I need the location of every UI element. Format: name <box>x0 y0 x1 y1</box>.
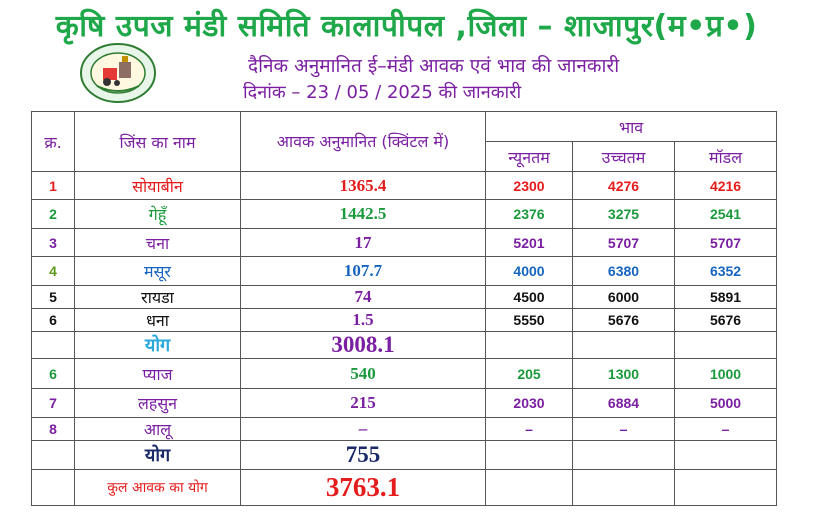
cell-max: 3275 <box>572 199 675 229</box>
cell-modal: 1000 <box>673 358 778 389</box>
cell-modal: 4216 <box>673 171 778 200</box>
cell-max: 6884 <box>572 388 675 418</box>
subtotal-row: योग 3008.1 <box>31 331 778 359</box>
cell-commodity: प्याज <box>74 358 241 389</box>
cell-sno: 2 <box>31 199 75 229</box>
subtotal-label: योग <box>74 331 241 359</box>
header-sno: क्र. <box>31 111 75 172</box>
cell-commodity: आलू <box>74 417 241 441</box>
cell-modal: 5891 <box>673 285 778 309</box>
cell-commodity: सोयाबीन <box>74 171 241 200</box>
cell-min: 5201 <box>485 228 573 257</box>
cell-min: 205 <box>485 358 573 389</box>
cell-max: – <box>572 417 675 441</box>
cell-min: 4500 <box>485 285 573 309</box>
cell-max: 6380 <box>572 256 675 286</box>
cell-min: 2300 <box>485 171 573 200</box>
cell-max: 4276 <box>572 171 675 200</box>
page-title: कृषि उपज मंडी समिति कालापीपल ,जिला – शाज… <box>55 9 758 44</box>
subtotal-value: 755 <box>240 440 486 470</box>
table-row: 6 धना 1.5 5550 5676 5676 <box>31 308 778 332</box>
table-row: 1 सोयाबीन 1365.4 2300 4276 4216 <box>31 171 778 200</box>
cell-min: – <box>485 417 573 441</box>
table-row: 3 चना 17 5201 5707 5707 <box>31 228 778 257</box>
cell-arrival: – <box>240 417 486 441</box>
cell-min: 2030 <box>485 388 573 418</box>
cell-max: 5707 <box>572 228 675 257</box>
report-date: दिनांक – 23 / 05 / 2025 की जानकारी <box>243 82 522 103</box>
cell-modal: – <box>673 417 778 441</box>
cell-sno: 1 <box>31 171 75 200</box>
table-header-row: क्र. जिंस का नाम आवक अनुमानित (क्विंटल म… <box>31 111 778 172</box>
cell-arrival: 1365.4 <box>240 171 486 200</box>
cell-commodity: धना <box>74 308 241 332</box>
table-row: 8 आलू – – – – <box>31 417 778 441</box>
cell-arrival: 17 <box>240 228 486 257</box>
cell-sno: 5 <box>31 285 75 309</box>
cell-sno: 8 <box>31 417 75 441</box>
header-min: न्यूनतम <box>485 141 573 172</box>
cell-modal: 5000 <box>673 388 778 418</box>
mandi-board-logo <box>80 43 156 103</box>
table-subheader-row: न्यूनतम उच्चतम मॉडल <box>32 141 778 172</box>
header-modal: मॉडल <box>673 141 778 172</box>
cell-sno: 6 <box>31 308 75 332</box>
cell-max: 5676 <box>572 308 675 332</box>
table-row: 2 गेहूँ 1442.5 2376 3275 2541 <box>31 199 778 229</box>
cell-commodity: मसूर <box>74 256 241 286</box>
cell-arrival: 1442.5 <box>240 199 486 229</box>
cell-arrival: 215 <box>240 388 486 418</box>
cell-commodity: रायडा <box>74 285 241 309</box>
cell-sno: 6 <box>31 358 75 389</box>
cell-min: 4000 <box>485 256 573 286</box>
cell-modal: 2541 <box>673 199 778 229</box>
subtotal-row: योग 755 <box>31 440 778 470</box>
cell-arrival: 74 <box>240 285 486 309</box>
header-max: उच्चतम <box>572 141 675 172</box>
subtotal-value: 3008.1 <box>240 331 486 359</box>
cell-min: 2376 <box>485 199 573 229</box>
cell-arrival: 540 <box>240 358 486 389</box>
table-row: 7 लहसुन 215 2030 6884 5000 <box>31 388 778 418</box>
table-row: 6 प्याज 540 205 1300 1000 <box>31 358 778 389</box>
cell-max: 6000 <box>572 285 675 309</box>
cell-max: 1300 <box>572 358 675 389</box>
cell-modal: 5707 <box>673 228 778 257</box>
header-arrival: आवक अनुमानित (क्विंटल में) <box>240 111 486 172</box>
subtotal-label: योग <box>74 440 241 470</box>
cell-sno: 7 <box>31 388 75 418</box>
table-row: 5 रायडा 74 4500 6000 5891 <box>31 285 778 309</box>
cell-commodity: चना <box>74 228 241 257</box>
cell-commodity: गेहूँ <box>74 199 241 229</box>
header-commodity: जिंस का नाम <box>74 111 241 172</box>
arrival-price-table: क्र. जिंस का नाम आवक अनुमानित (क्विंटल म… <box>31 111 778 506</box>
cell-modal: 5676 <box>673 308 778 332</box>
grand-total-row: कुल आवक का योग 3763.1 <box>31 469 778 506</box>
cell-modal: 6352 <box>673 256 778 286</box>
cell-sno: 4 <box>31 256 75 286</box>
grand-total-label: कुल आवक का योग <box>74 469 241 506</box>
cell-arrival: 1.5 <box>240 308 486 332</box>
cell-arrival: 107.7 <box>240 256 486 286</box>
cell-min: 5550 <box>485 308 573 332</box>
report-subtitle: दैनिक अनुमानित ई–मंडी आवक एवं भाव की जान… <box>248 55 620 77</box>
cell-commodity: लहसुन <box>74 388 241 418</box>
cell-sno: 3 <box>31 228 75 257</box>
header-price: भाव <box>484 111 778 142</box>
table-row: 4 मसूर 107.7 4000 6380 6352 <box>31 256 778 286</box>
grand-total-value: 3763.1 <box>240 469 486 506</box>
